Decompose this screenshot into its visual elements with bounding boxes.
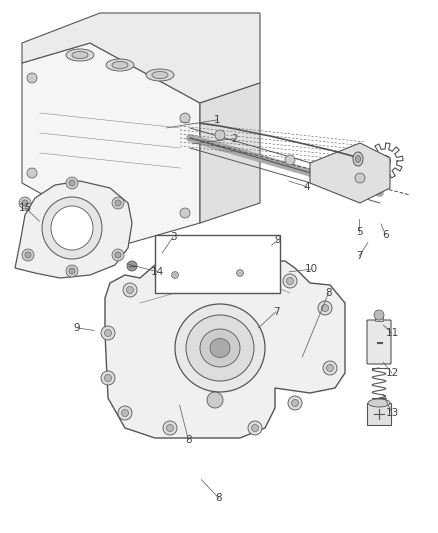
Circle shape [118, 406, 132, 420]
Circle shape [321, 304, 328, 311]
Circle shape [288, 396, 302, 410]
Ellipse shape [51, 206, 93, 250]
Ellipse shape [356, 156, 360, 163]
Circle shape [22, 249, 34, 261]
Text: 1: 1 [213, 115, 220, 125]
Circle shape [112, 197, 124, 209]
Circle shape [180, 208, 190, 218]
Polygon shape [15, 181, 132, 278]
Ellipse shape [152, 71, 168, 78]
Circle shape [69, 180, 75, 186]
Text: 5: 5 [356, 227, 363, 237]
Circle shape [166, 424, 173, 432]
Circle shape [215, 130, 225, 140]
Ellipse shape [112, 61, 128, 69]
Circle shape [22, 200, 28, 206]
Circle shape [127, 261, 137, 271]
Text: 9: 9 [275, 235, 282, 245]
Ellipse shape [353, 152, 363, 166]
Text: 15: 15 [19, 203, 32, 213]
Circle shape [127, 287, 134, 294]
Ellipse shape [42, 197, 102, 259]
Ellipse shape [146, 69, 174, 81]
Ellipse shape [210, 338, 230, 358]
Circle shape [121, 409, 128, 416]
Polygon shape [105, 261, 345, 438]
Circle shape [105, 375, 112, 382]
Bar [155, 235, 280, 293]
Ellipse shape [200, 329, 240, 367]
Circle shape [66, 265, 78, 277]
Circle shape [163, 421, 177, 435]
Text: 9: 9 [73, 323, 80, 333]
Circle shape [105, 329, 112, 336]
Text: 3: 3 [170, 232, 177, 242]
Circle shape [207, 392, 223, 408]
Circle shape [101, 326, 115, 340]
Ellipse shape [66, 49, 94, 61]
Text: 8: 8 [215, 494, 223, 503]
Circle shape [292, 400, 299, 407]
Circle shape [355, 173, 365, 183]
Circle shape [115, 200, 121, 206]
Circle shape [248, 421, 262, 435]
Circle shape [66, 177, 78, 189]
Circle shape [233, 266, 247, 280]
Bar [375, 313, 383, 321]
Text: 8: 8 [325, 288, 332, 298]
FancyBboxPatch shape [367, 320, 391, 364]
Circle shape [323, 361, 337, 375]
Text: 14: 14 [151, 267, 164, 277]
Text: 2: 2 [231, 134, 238, 143]
Text: 11: 11 [385, 328, 399, 338]
Text: 8: 8 [185, 435, 192, 445]
Circle shape [374, 310, 384, 320]
Polygon shape [22, 43, 200, 243]
Circle shape [237, 270, 244, 277]
Circle shape [180, 113, 190, 123]
Polygon shape [22, 13, 260, 103]
Ellipse shape [186, 315, 254, 381]
Circle shape [283, 274, 297, 288]
Circle shape [112, 249, 124, 261]
Circle shape [27, 73, 37, 83]
Polygon shape [310, 143, 390, 203]
Text: 12: 12 [385, 368, 399, 378]
Circle shape [285, 155, 295, 165]
Circle shape [318, 301, 332, 315]
Text: 7: 7 [272, 307, 279, 317]
Ellipse shape [106, 59, 134, 71]
Circle shape [123, 283, 137, 297]
Circle shape [326, 365, 333, 372]
Ellipse shape [175, 304, 265, 392]
Polygon shape [200, 83, 260, 223]
Ellipse shape [72, 52, 88, 59]
Circle shape [19, 197, 31, 209]
Text: 6: 6 [382, 230, 389, 239]
Circle shape [27, 168, 37, 178]
Circle shape [25, 252, 31, 258]
Circle shape [69, 268, 75, 274]
Circle shape [101, 371, 115, 385]
Circle shape [168, 268, 182, 282]
Text: 13: 13 [385, 408, 399, 418]
Circle shape [286, 278, 293, 285]
Ellipse shape [368, 399, 390, 407]
Circle shape [251, 424, 258, 432]
Text: 7: 7 [356, 251, 363, 261]
Bar [367, 403, 391, 425]
Circle shape [115, 252, 121, 258]
Text: 10: 10 [304, 264, 318, 274]
Text: 4: 4 [303, 182, 310, 191]
Circle shape [172, 271, 179, 279]
